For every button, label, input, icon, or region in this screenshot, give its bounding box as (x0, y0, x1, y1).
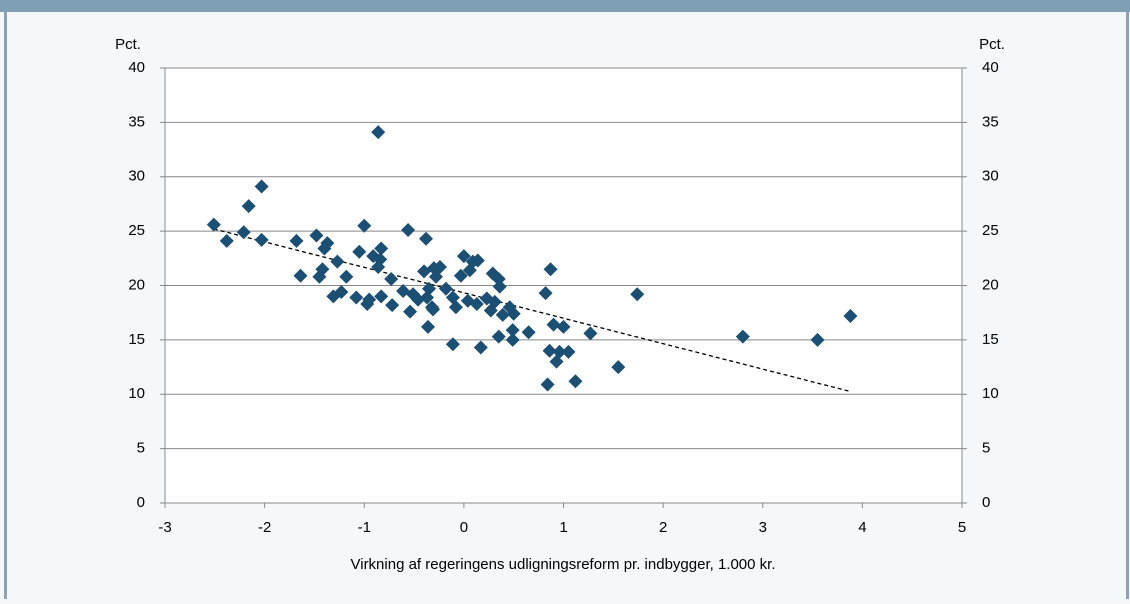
left-border (4, 12, 7, 599)
point (469, 296, 484, 311)
point (630, 287, 645, 302)
point (385, 298, 400, 313)
point (542, 343, 557, 358)
point (552, 344, 567, 359)
point (362, 292, 377, 307)
point (357, 218, 372, 233)
point (425, 302, 440, 317)
point (538, 286, 553, 301)
y2-tick-label: 35 (982, 113, 999, 130)
y-tick-label: 35 (128, 113, 145, 130)
point (445, 337, 460, 352)
point (432, 260, 447, 275)
point (254, 232, 269, 247)
x-axis-title: Virkning af regeringens udligningsreform… (351, 556, 776, 573)
y-tick-label: 5 (137, 440, 145, 457)
point (419, 231, 434, 246)
point (330, 254, 345, 269)
point (206, 217, 221, 232)
y-tick-label: 10 (128, 385, 145, 402)
point (470, 253, 485, 268)
y-tick-label: 25 (128, 222, 145, 239)
y-tick-label: 20 (128, 276, 145, 293)
point (374, 289, 389, 304)
point (456, 249, 471, 264)
y2-tick-label: 5 (982, 440, 990, 457)
point (289, 233, 304, 248)
x-tick-label: -3 (158, 519, 171, 536)
point (540, 377, 555, 392)
y2-tick-label: 15 (982, 331, 999, 348)
right-border (1126, 12, 1129, 599)
point (495, 307, 510, 322)
point (352, 244, 367, 259)
point (505, 332, 520, 347)
point (320, 236, 335, 251)
y-tick-label: 0 (137, 494, 145, 511)
x-tick-label: 1 (559, 519, 567, 536)
point (556, 319, 571, 334)
point (583, 326, 598, 341)
point (384, 271, 399, 286)
y2-tick-label: 30 (982, 168, 999, 185)
y2-tick-label: 20 (982, 276, 999, 293)
point (735, 329, 750, 344)
y-tick-label: 30 (128, 168, 145, 185)
point (254, 179, 269, 194)
point (506, 306, 521, 321)
point (611, 360, 626, 375)
point (373, 252, 388, 267)
y-axis-title: Pct. (115, 36, 141, 53)
point (403, 304, 418, 319)
point (843, 308, 858, 323)
point (309, 228, 324, 243)
point (293, 268, 308, 283)
point (401, 223, 416, 238)
point (561, 344, 576, 359)
x-tick-label: -2 (258, 519, 271, 536)
y-tick-label: 15 (128, 331, 145, 348)
point (491, 329, 506, 344)
x-tick-label: 5 (958, 519, 966, 536)
point (568, 374, 583, 389)
point (236, 225, 251, 240)
point (810, 332, 825, 347)
x-tick-label: 3 (759, 519, 767, 536)
point (241, 199, 256, 214)
point (334, 285, 349, 300)
point (543, 262, 558, 277)
point (374, 241, 389, 256)
top-band (0, 0, 1130, 12)
point (448, 300, 463, 315)
point (349, 290, 364, 305)
x-tick-label: 4 (858, 519, 866, 536)
point (219, 233, 234, 248)
point (421, 319, 436, 334)
point (438, 281, 453, 296)
y2-tick-label: 10 (982, 385, 999, 402)
point (492, 279, 507, 294)
point (521, 325, 536, 340)
point (315, 262, 330, 277)
point (371, 125, 386, 140)
point (473, 340, 488, 355)
x-tick-label: -1 (358, 519, 371, 536)
x-tick-label: 0 (460, 519, 468, 536)
point (505, 323, 520, 338)
y2-tick-label: 0 (982, 494, 990, 511)
point (487, 294, 502, 309)
y2-tick-label: 40 (982, 59, 999, 76)
y-tick-label: 40 (128, 59, 145, 76)
y2-axis-title: Pct. (979, 36, 1005, 53)
x-tick-label: 2 (659, 519, 667, 536)
point (339, 269, 354, 284)
y2-tick-label: 25 (982, 222, 999, 239)
point (453, 268, 468, 283)
point (546, 317, 561, 332)
point (422, 281, 437, 296)
